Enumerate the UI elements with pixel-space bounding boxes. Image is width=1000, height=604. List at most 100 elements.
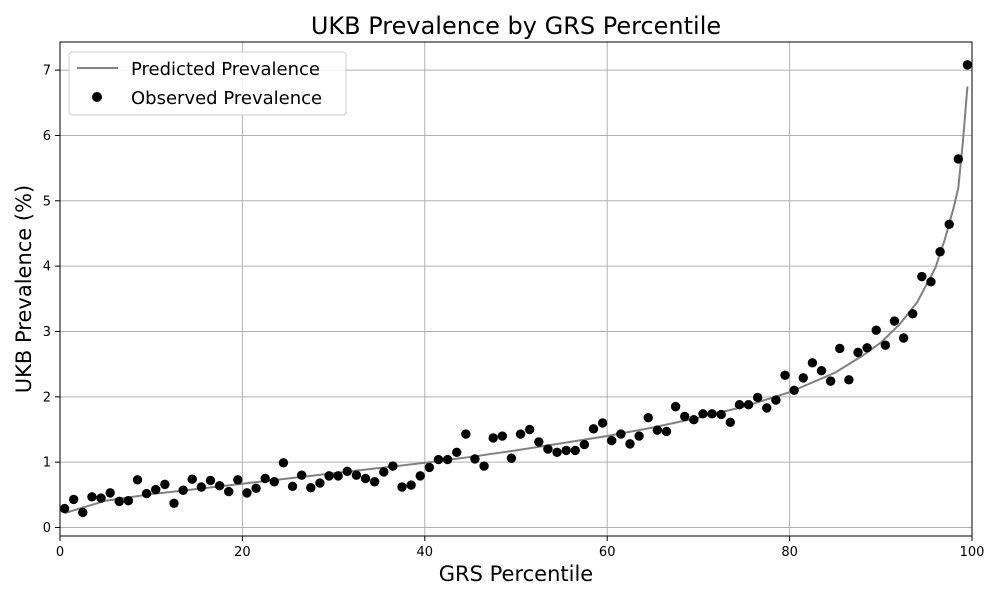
observed-prevalence-point	[515, 429, 526, 439]
observed-prevalence-point	[388, 461, 398, 471]
observed-prevalence-point	[625, 439, 635, 449]
observed-prevalence-point	[160, 479, 170, 490]
observed-prevalence-point	[68, 494, 79, 505]
observed-prevalence-point	[233, 475, 243, 485]
observed-prevalence-point	[798, 373, 808, 383]
legend-predicted-label: Predicted Prevalence	[131, 59, 320, 80]
observed-prevalence-point	[835, 343, 845, 354]
observed-prevalence-point	[187, 474, 197, 484]
y-tick-label: 2	[43, 390, 51, 405]
x-axis-label: GRS Percentile	[439, 562, 593, 586]
x-tick-label: 60	[599, 545, 616, 560]
observed-prevalence-point	[816, 365, 827, 376]
observed-prevalence-point	[844, 375, 854, 385]
observed-prevalence-point	[698, 409, 708, 419]
observed-prevalence-point	[716, 409, 726, 420]
x-tick-label: 0	[56, 545, 64, 560]
observed-prevalence-point	[953, 154, 964, 164]
observed-prevalence-point	[342, 466, 352, 477]
x-tick-label: 40	[417, 545, 434, 560]
observed-prevalence-point	[461, 429, 471, 439]
observed-prevalence-point	[214, 480, 225, 491]
legend-observed-swatch	[92, 92, 102, 102]
legend: Predicted Prevalence Observed Prevalence	[68, 51, 347, 116]
y-tick-label: 4	[43, 260, 51, 275]
observed-prevalence-point	[442, 454, 453, 465]
observed-prevalence-point	[935, 247, 945, 257]
observed-prevalence-point	[242, 488, 252, 498]
observed-prevalence-point	[734, 399, 745, 410]
observed-prevalence-point	[552, 447, 562, 458]
observed-prevalence-point	[752, 392, 763, 403]
observed-prevalence-point	[543, 444, 553, 454]
observed-prevalence-point	[917, 271, 927, 282]
observed-prevalence-point	[944, 219, 954, 230]
observed-prevalence-point	[634, 431, 644, 441]
observed-prevalence-point	[926, 277, 936, 287]
observed-prevalence-point	[452, 447, 462, 458]
observed-prevalence-point	[707, 409, 717, 419]
observed-prevalence-point	[825, 376, 836, 386]
y-tick-label: 1	[43, 456, 51, 471]
y-tick-label: 5	[43, 194, 51, 209]
plot-frame	[59, 41, 973, 537]
observed-prevalence-point	[762, 403, 772, 413]
observed-prevalence-point	[260, 473, 270, 484]
observed-prevalence-point	[780, 370, 790, 380]
grid-lines	[59, 42, 973, 536]
observed-prevalence-point	[87, 492, 97, 502]
observed-prevalence-point	[369, 477, 380, 487]
observed-prevalence-point	[296, 470, 307, 480]
observed-prevalence-point	[889, 316, 900, 326]
observed-prevalence-point	[661, 426, 672, 437]
observed-prevalence-point	[205, 475, 216, 486]
observed-prevalence-point	[132, 475, 143, 485]
observed-prevalence-point	[324, 471, 334, 481]
y-tick-label: 6	[43, 129, 51, 144]
observed-prevalence-point	[287, 481, 298, 492]
observed-prevalence-point	[616, 429, 626, 439]
observed-prevalence-point	[488, 433, 498, 443]
observed-prevalence-point	[351, 470, 362, 480]
observed-prevalence-point	[397, 482, 407, 492]
observed-prevalence-point	[105, 488, 115, 498]
observed-prevalence-point	[424, 462, 435, 473]
observed-prevalence-point	[497, 431, 508, 441]
observed-prevalence-point	[579, 439, 590, 450]
observed-prevalence-point	[524, 424, 535, 435]
observed-prevalence-point	[534, 437, 544, 447]
chart-title: UKB Prevalence by GRS Percentile	[311, 12, 721, 40]
observed-prevalence-point	[169, 498, 179, 509]
observed-prevalence-point	[315, 478, 325, 488]
observed-prevalence-point	[680, 411, 690, 422]
x-tick-label: 80	[781, 545, 798, 560]
observed-prevalence-point	[670, 401, 681, 412]
observed-prevalence-point	[360, 473, 371, 484]
observed-prevalence-point	[333, 471, 343, 481]
observed-prevalence-point	[743, 399, 754, 410]
legend-observed-label: Observed Prevalence	[131, 88, 322, 109]
observed-prevalence-point	[607, 435, 617, 446]
observed-prevalence-point	[114, 496, 124, 507]
observed-prevalence-point	[561, 445, 571, 456]
observed-prevalence-point	[880, 340, 891, 350]
observed-prevalence-point	[123, 496, 134, 506]
observed-prevalence-point	[789, 385, 799, 395]
data-series	[59, 60, 973, 518]
observed-prevalence-point	[151, 484, 161, 495]
observed-prevalence-point	[962, 60, 973, 70]
observed-prevalence-point	[196, 482, 207, 492]
observed-prevalence-point	[379, 467, 389, 477]
y-tick-label: 3	[43, 325, 51, 340]
observed-prevalence-point	[643, 413, 653, 423]
observed-prevalence-point	[433, 454, 444, 465]
observed-prevalence-point	[306, 482, 316, 493]
x-tick-label: 20	[234, 545, 251, 560]
observed-prevalence-point	[78, 507, 88, 518]
observed-prevalence-point	[689, 414, 699, 425]
y-tick-label: 7	[43, 64, 51, 79]
legend-box	[68, 51, 347, 116]
observed-prevalence-point	[652, 425, 663, 435]
